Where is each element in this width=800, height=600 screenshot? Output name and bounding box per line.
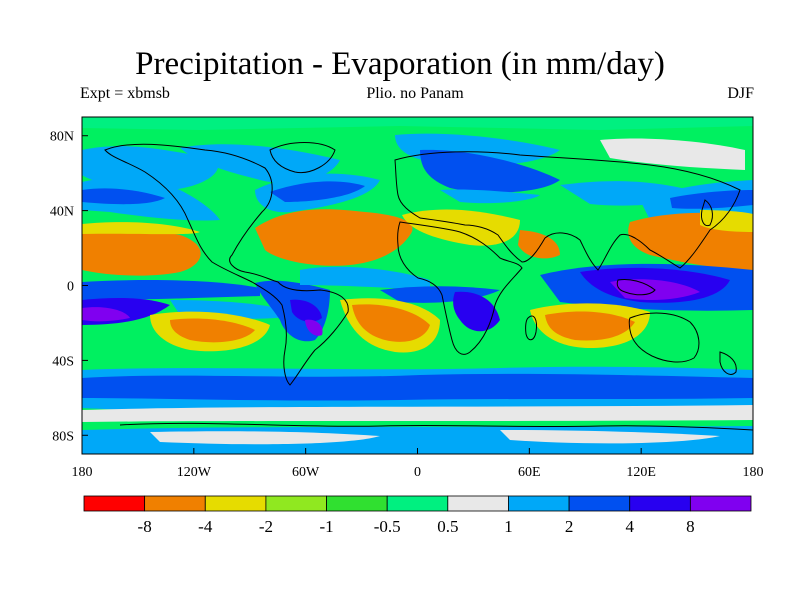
colorbar-label: -0.5 xyxy=(374,517,401,536)
colorbar-swatch xyxy=(568,495,631,512)
colorbar-swatch xyxy=(508,495,570,512)
colorbar-swatch xyxy=(447,495,509,512)
colorbar-swatch xyxy=(83,495,146,512)
map-panel: 180 120W 60W 0 60E 120E 180 80N 40N 0 40S 80S xyxy=(50,116,764,480)
colorbar-label: -4 xyxy=(198,517,213,536)
x-tick-label: 180 xyxy=(72,465,93,480)
x-tick-label: 0 xyxy=(414,465,421,480)
colorbar-swatch xyxy=(386,495,449,512)
colorbar-swatch xyxy=(689,495,752,512)
colorbar-label: -8 xyxy=(138,517,152,536)
precip-evap-field xyxy=(82,117,753,454)
colorbar-label: 2 xyxy=(565,517,574,536)
colorbar-label: 4 xyxy=(625,517,634,536)
colorbar-label: 0.5 xyxy=(437,517,458,536)
season-label: DJF xyxy=(727,85,754,102)
colorbar-swatch xyxy=(144,495,206,512)
colorbar-swatch xyxy=(265,495,327,512)
x-tick-label: 120E xyxy=(626,465,656,480)
scenario-label: Plio. no Panam xyxy=(366,85,464,102)
colorbar-swatch xyxy=(326,495,388,512)
y-tick-label: 40S xyxy=(52,354,74,369)
x-tick-label: 60E xyxy=(518,465,541,480)
y-tick-label: 80N xyxy=(50,130,74,145)
x-tick-label: 120W xyxy=(177,465,212,480)
colorbar-label: -1 xyxy=(319,517,333,536)
colorbar-label: 8 xyxy=(686,517,695,536)
colorbar-label: 1 xyxy=(504,517,513,536)
y-tick-label: 40N xyxy=(50,205,74,220)
coastlines xyxy=(104,142,753,431)
x-tick-label: 180 xyxy=(743,465,764,480)
colorbar-swatch xyxy=(204,495,267,512)
experiment-label: Expt = xbmsb xyxy=(80,85,170,102)
axis-ticks: 180 120W 60W 0 60E 120E 180 80N 40N 0 40S 80S xyxy=(50,130,764,480)
colorbar: -8 -4 -2 -1 -0.5 0.5 1 2 4 8 xyxy=(83,495,752,536)
y-tick-label: 80S xyxy=(52,429,74,444)
x-tick-label: 60W xyxy=(292,465,320,480)
chart-title: Precipitation - Evaporation (in mm/day) xyxy=(135,46,665,82)
y-tick-label: 0 xyxy=(67,280,74,295)
colorbar-swatch xyxy=(629,495,691,512)
colorbar-label: -2 xyxy=(259,517,273,536)
